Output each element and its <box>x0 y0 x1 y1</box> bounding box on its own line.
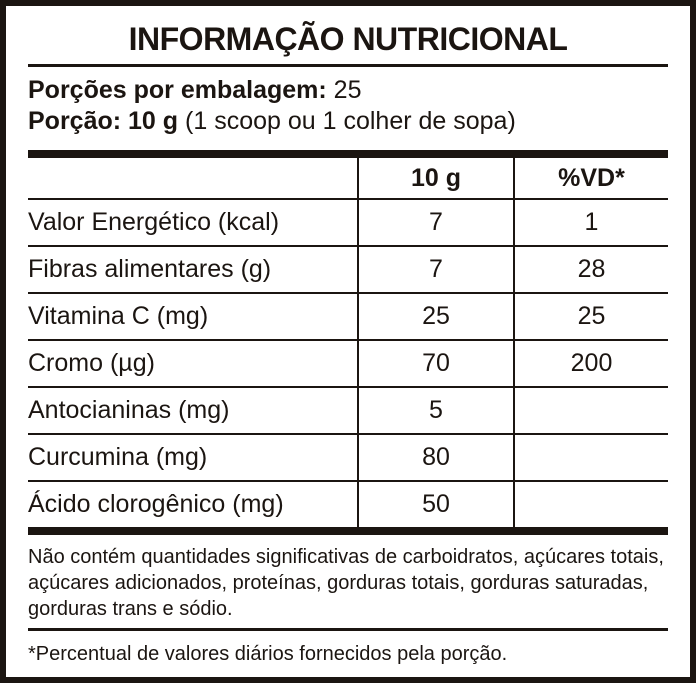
amount-cell: 5 <box>357 386 514 434</box>
serving-info: Porções por embalagem: 25 Porção: 10 g (… <box>28 75 668 137</box>
portion-label: Porção: 10 g <box>28 107 179 135</box>
nutrient-name: Antocianinas (mg) <box>28 386 358 434</box>
footnote-divider <box>28 628 668 631</box>
servings-per-package-label: Porções por embalagem: <box>28 76 327 104</box>
table-row: Curcumina (mg) 80 <box>28 433 668 481</box>
table-row: Cromo (µg) 70 200 <box>28 339 668 387</box>
amount-cell: 50 <box>357 480 514 531</box>
servings-per-package-line: Porções por embalagem: 25 <box>28 75 668 106</box>
nutrient-name: Ácido clorogênico (mg) <box>28 480 358 531</box>
table-row: Antocianinas (mg) 5 <box>28 386 668 434</box>
dv-cell <box>513 480 668 531</box>
dv-cell: 200 <box>513 339 668 387</box>
table-row: Vitamina C (mg) 25 25 <box>28 292 668 340</box>
portion-line: Porção: 10 g (1 scoop ou 1 colher de sop… <box>28 106 668 137</box>
label-title: INFORMAÇÃO NUTRICIONAL <box>128 21 568 57</box>
header-dv: %VD* <box>513 154 668 199</box>
nutrition-table: 10 g %VD* Valor Energético (kcal) 7 1 Fi… <box>28 150 668 535</box>
dv-cell: 1 <box>513 198 668 246</box>
nutrient-name: Curcumina (mg) <box>28 433 358 481</box>
table-row: Ácido clorogênico (mg) 50 <box>28 480 668 531</box>
nutrient-name: Vitamina C (mg) <box>28 292 358 340</box>
amount-cell: 80 <box>357 433 514 481</box>
nutrient-name: Valor Energético (kcal) <box>28 198 358 246</box>
note-daily-values: *Percentual de valores diários fornecido… <box>28 643 508 665</box>
dv-cell <box>513 433 668 481</box>
note-line: gorduras trans e sódio. <box>28 598 233 620</box>
amount-cell: 25 <box>357 292 514 340</box>
note-no-significant: Não contém quantidades significativas de… <box>28 544 668 622</box>
title-divider <box>28 64 668 67</box>
table-row: Valor Energético (kcal) 7 1 <box>28 198 668 246</box>
dv-cell: 28 <box>513 245 668 293</box>
nutrient-name: Cromo (µg) <box>28 339 358 387</box>
dv-cell <box>513 386 668 434</box>
amount-cell: 70 <box>357 339 514 387</box>
note-line: açúcares adicionados, proteínas, gordura… <box>28 572 649 594</box>
note-line: Não contém quantidades significativas de… <box>28 546 664 568</box>
amount-cell: 7 <box>357 198 514 246</box>
header-nutrient <box>28 154 358 199</box>
table-header-row: 10 g %VD* <box>28 154 668 199</box>
portion-detail: (1 scoop ou 1 colher de sopa) <box>185 107 516 135</box>
amount-cell: 7 <box>357 245 514 293</box>
nutrient-name: Fibras alimentares (g) <box>28 245 358 293</box>
header-amount: 10 g <box>357 154 514 199</box>
servings-per-package-value: 25 <box>333 76 362 104</box>
table-row: Fibras alimentares (g) 7 28 <box>28 245 668 293</box>
dv-cell: 25 <box>513 292 668 340</box>
